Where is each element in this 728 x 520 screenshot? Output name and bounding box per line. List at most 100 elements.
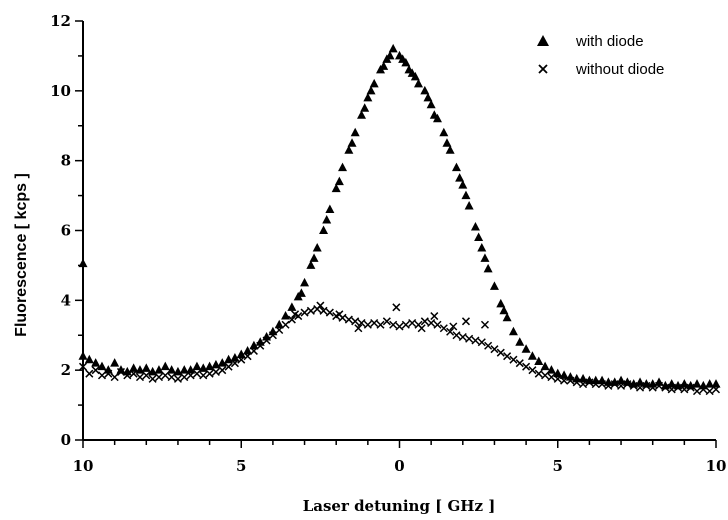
triangle-point <box>404 64 414 74</box>
cross-point <box>604 381 613 390</box>
triangle-point <box>578 373 588 383</box>
triangle-point <box>410 71 420 81</box>
triangle-point <box>477 242 487 252</box>
triangle-point <box>426 99 436 109</box>
triangle-point <box>179 365 189 374</box>
triangle-point <box>309 253 319 262</box>
cross-point <box>617 381 626 390</box>
triangle-marker-icon <box>537 35 549 46</box>
triangle-point <box>429 110 439 119</box>
cross-point <box>503 352 512 361</box>
cross-point <box>452 331 461 340</box>
triangle-point <box>553 368 563 378</box>
legend: with diode without diode <box>537 33 664 78</box>
triangle-point <box>705 379 715 388</box>
cross-point <box>161 371 170 380</box>
cross-point <box>610 380 619 389</box>
x-tick-label: 5 <box>553 457 563 475</box>
triangle-point <box>296 288 306 297</box>
cross-point <box>199 371 208 380</box>
triangle-point <box>423 92 433 102</box>
y-tick-label: 6 <box>61 222 71 240</box>
triangle-point <box>116 365 126 374</box>
cross-point <box>408 318 417 328</box>
cross-point <box>389 320 398 329</box>
triangle-point <box>546 365 556 374</box>
legend-label-with-diode: with diode <box>575 33 644 50</box>
triangle-point <box>325 204 335 214</box>
cross-point <box>496 348 505 357</box>
triangle-point <box>616 375 626 385</box>
cross-point <box>135 373 145 382</box>
cross-point <box>262 336 271 345</box>
triangle-point <box>357 110 367 119</box>
triangle-point <box>439 127 449 137</box>
cross-point <box>591 380 600 389</box>
triangle-point <box>455 173 465 182</box>
triangle-point <box>369 78 379 88</box>
cross-point <box>430 312 439 321</box>
cross-point <box>401 320 410 329</box>
cross-point <box>623 380 632 389</box>
x-tick-label: 10 <box>706 457 727 475</box>
triangle-point <box>224 354 234 364</box>
cross-point <box>148 374 157 383</box>
triangle-point <box>334 176 344 186</box>
triangle-point <box>398 54 408 63</box>
cross-point <box>509 355 518 364</box>
triangle-point <box>461 190 471 200</box>
cross-point <box>316 301 325 310</box>
triangle-point <box>78 258 88 268</box>
triangle-point <box>97 361 107 371</box>
triangle-point <box>499 305 509 315</box>
cross-point <box>205 369 214 378</box>
cross-point <box>642 381 651 390</box>
cross-point <box>560 376 569 385</box>
legend-item-with-diode: with diode <box>537 33 644 50</box>
x-tick-label: 5 <box>236 457 246 475</box>
cross-point <box>446 327 455 336</box>
cross-point <box>515 359 524 368</box>
cross-point <box>110 373 119 382</box>
cross-point <box>461 317 470 326</box>
cross-point <box>528 366 537 375</box>
triangle-point <box>154 365 164 374</box>
triangle-point <box>385 50 395 60</box>
triangle-point <box>78 351 88 360</box>
triangle-point <box>483 263 493 273</box>
cross-point <box>186 371 195 380</box>
cross-point <box>335 310 344 319</box>
triangle-point <box>287 302 297 311</box>
cross-point <box>192 369 201 378</box>
cross-point <box>566 376 575 385</box>
cross-point <box>392 303 401 312</box>
cross-point <box>344 315 353 324</box>
cross-point <box>433 320 442 329</box>
y-tick-label: 8 <box>61 152 71 170</box>
cross-point <box>319 306 328 315</box>
triangle-point <box>480 253 490 262</box>
cross-point <box>636 383 645 392</box>
cross-point <box>692 387 702 396</box>
triangle-point <box>692 379 702 388</box>
cross-point <box>490 345 499 354</box>
cross-point <box>281 320 290 329</box>
cross-point <box>382 317 391 326</box>
triangle-point <box>84 354 94 364</box>
y-tick-label: 2 <box>61 361 71 379</box>
triangle-point <box>474 232 484 241</box>
data-points <box>78 43 721 396</box>
cross-point <box>553 374 562 383</box>
triangle-point <box>249 340 259 350</box>
cross-point <box>116 367 126 376</box>
cross-point <box>325 308 334 317</box>
triangle-point <box>496 298 506 308</box>
x-tick-label: 10 <box>73 457 94 475</box>
triangle-point <box>641 379 651 388</box>
cross-point <box>686 383 695 392</box>
triangle-point <box>300 277 310 287</box>
triangle-point <box>379 61 389 70</box>
cross-point <box>306 306 315 315</box>
cross-point <box>104 369 113 378</box>
